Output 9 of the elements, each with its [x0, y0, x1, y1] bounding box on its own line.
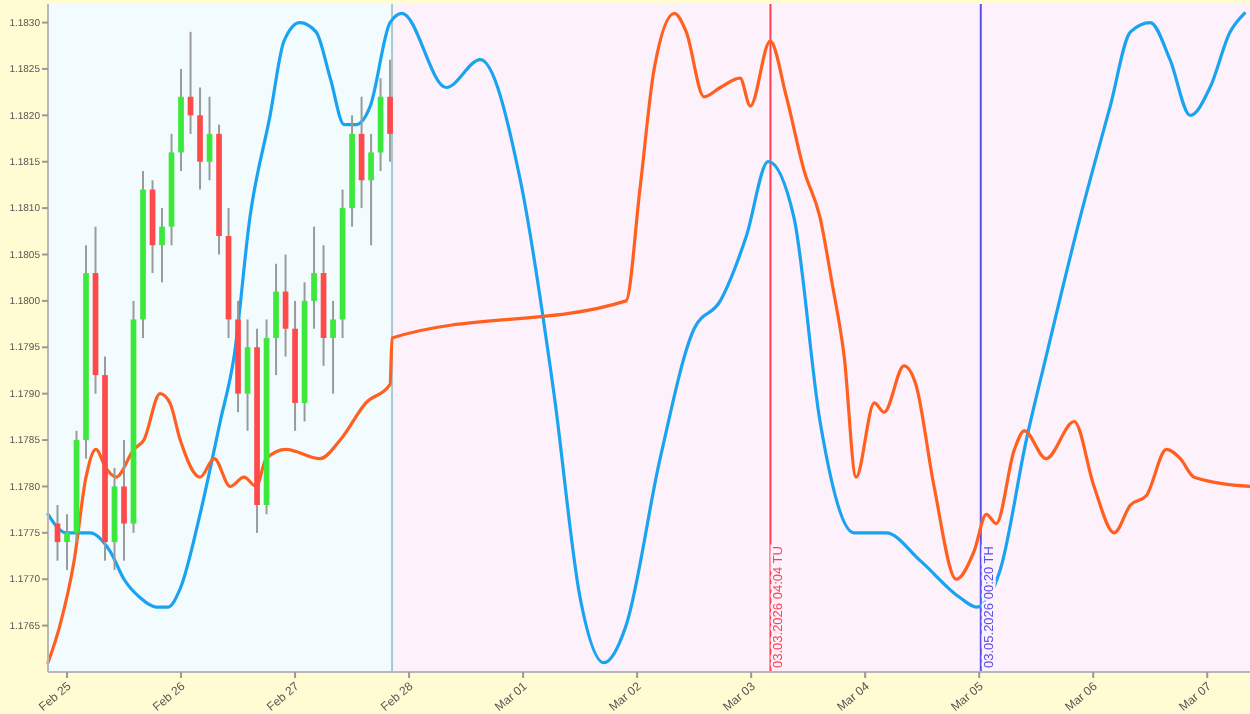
candlestick	[368, 132, 374, 247]
candlestick	[121, 439, 127, 562]
candlestick	[64, 513, 70, 571]
candlestick	[311, 225, 317, 330]
candlestick	[197, 86, 203, 191]
candlestick	[387, 58, 393, 163]
candlestick	[273, 262, 279, 377]
candlestick	[330, 299, 336, 395]
candlestick	[159, 207, 165, 284]
